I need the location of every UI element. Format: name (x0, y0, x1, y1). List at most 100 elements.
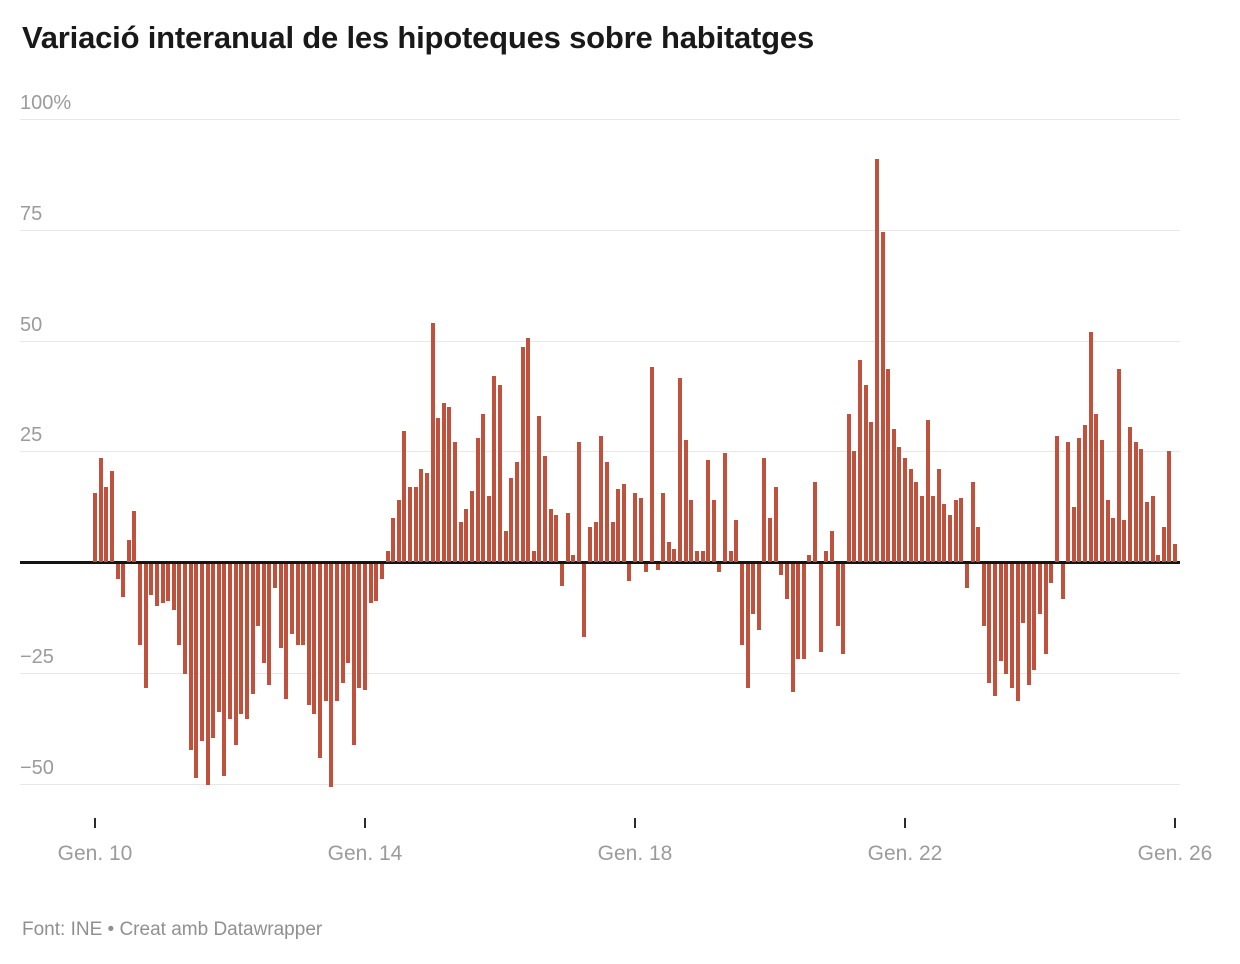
bar (891, 429, 896, 562)
y-gridline (20, 672, 1180, 674)
y-gridline (20, 783, 1180, 785)
bar (289, 563, 294, 635)
bar (436, 418, 441, 562)
bar (1060, 563, 1065, 599)
bar (919, 495, 924, 562)
bar (183, 563, 187, 675)
bar (633, 493, 637, 562)
bar (841, 563, 846, 655)
bar (334, 563, 339, 701)
bar (914, 482, 919, 562)
bar (132, 511, 137, 562)
bar (931, 495, 936, 562)
bar (93, 493, 97, 562)
bar (363, 563, 367, 690)
bar (1026, 563, 1031, 686)
bar (1054, 435, 1059, 562)
bar (351, 563, 356, 746)
bar (1173, 544, 1177, 562)
bar (548, 508, 553, 562)
bar (250, 563, 255, 695)
bar (149, 563, 154, 595)
y-axis-label: −50 (20, 756, 54, 779)
x-axis-label: Gen. 18 (597, 842, 673, 865)
bar (233, 563, 238, 746)
bar (1021, 563, 1026, 624)
bar (205, 563, 210, 785)
bar (329, 563, 334, 788)
x-axis-label: Gen. 14 (327, 842, 403, 865)
bar (1049, 563, 1054, 584)
bar (666, 542, 671, 562)
bar (672, 548, 677, 562)
bar (976, 526, 981, 562)
bar (779, 563, 784, 575)
bar (593, 522, 598, 562)
y-axis-label: 100% (20, 92, 72, 114)
bar (824, 550, 829, 562)
bar (154, 563, 159, 606)
bar (543, 455, 547, 562)
bar (998, 563, 1003, 661)
bar (458, 522, 463, 562)
bar (1133, 442, 1138, 562)
bar (773, 486, 778, 562)
bar (171, 563, 176, 611)
bar (199, 563, 204, 741)
bar (464, 508, 469, 562)
bar (1099, 440, 1104, 562)
bar (1032, 563, 1037, 670)
bar (604, 462, 609, 562)
bar (936, 468, 941, 562)
bar (874, 158, 879, 562)
bar (981, 563, 986, 626)
bar (852, 451, 857, 562)
bar (1111, 517, 1116, 562)
bar (385, 550, 390, 562)
bar (1083, 424, 1087, 562)
bar (1004, 563, 1009, 675)
bar (807, 555, 812, 562)
bar (430, 322, 435, 562)
bar (301, 563, 306, 646)
bar (261, 563, 266, 664)
y-axis-label: 50 (20, 313, 43, 336)
bar (278, 563, 283, 648)
bar (683, 440, 688, 562)
bar (751, 563, 756, 615)
bar (1150, 495, 1155, 562)
bar (964, 563, 969, 588)
bar (374, 563, 379, 602)
bar (948, 515, 952, 562)
bar (768, 517, 772, 562)
bar (801, 563, 806, 659)
bar (745, 563, 750, 688)
bar (188, 563, 193, 750)
bar (498, 384, 502, 562)
bar (402, 431, 407, 562)
bar (1071, 506, 1076, 562)
bar (886, 369, 891, 562)
y-axis-label: 75 (20, 202, 43, 225)
bar (644, 563, 649, 573)
bar (925, 420, 930, 562)
bar (244, 563, 249, 719)
bar (661, 493, 666, 562)
bar (177, 563, 182, 646)
bar (160, 563, 165, 604)
chart-title: Variació interanual de les hipoteques so… (22, 20, 814, 55)
bar (638, 497, 643, 562)
bar (391, 517, 396, 562)
bar (678, 378, 682, 562)
bar (717, 563, 722, 573)
bar (554, 515, 559, 562)
bar (115, 563, 120, 579)
bar (166, 563, 171, 602)
bar (408, 486, 412, 562)
bar (700, 550, 705, 562)
x-axis-tick (904, 818, 906, 828)
bar (649, 367, 654, 562)
bar (109, 471, 114, 562)
bar (576, 442, 581, 562)
